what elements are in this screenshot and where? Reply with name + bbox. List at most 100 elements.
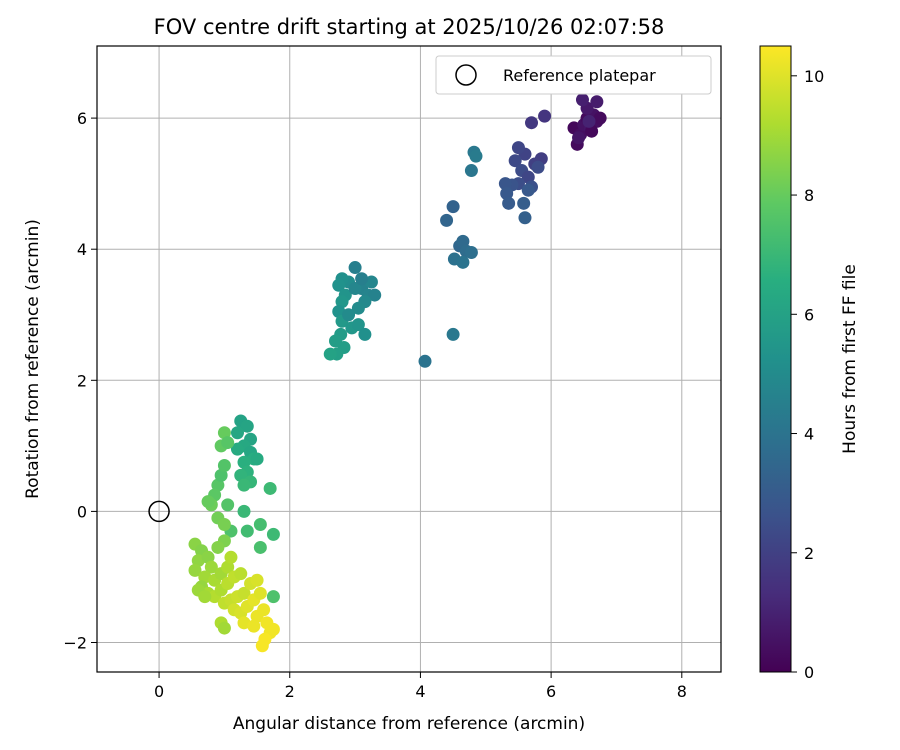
colorbar-tick-label: 10 — [804, 67, 824, 86]
data-point — [237, 616, 251, 630]
data-point — [364, 275, 378, 289]
y-axis-ticks: −2 0 2 4 6 — [63, 109, 97, 653]
data-point — [237, 478, 251, 492]
data-point — [348, 282, 362, 296]
x-tick-label: 0 — [154, 682, 164, 701]
colorbar-ticks: 0 2 4 6 8 10 — [791, 67, 824, 682]
colorbar-label: Hours from first FF file — [840, 264, 860, 454]
data-point — [585, 124, 599, 138]
data-point — [351, 318, 365, 332]
data-point — [240, 524, 254, 538]
chart-title: FOV centre drift starting at 2025/10/26 … — [154, 15, 665, 39]
y-tick-label: 2 — [77, 371, 87, 390]
data-point — [440, 213, 454, 227]
x-axis-label: Angular distance from reference (arcmin) — [233, 714, 585, 734]
data-point — [511, 141, 525, 155]
data-point — [531, 160, 545, 174]
data-point — [221, 560, 235, 574]
data-point — [502, 196, 516, 210]
data-point — [253, 518, 267, 532]
colorbar-gradient — [759, 45, 792, 673]
y-tick-label: −2 — [63, 634, 87, 653]
data-point — [517, 196, 531, 210]
data-point — [266, 590, 280, 604]
legend-marker-icon — [455, 64, 477, 86]
data-point — [257, 603, 271, 617]
x-tick-label: 8 — [677, 682, 687, 701]
data-point — [590, 95, 604, 109]
data-point — [230, 426, 244, 440]
data-point — [211, 478, 225, 492]
data-point — [253, 540, 267, 554]
data-point — [456, 234, 470, 248]
data-point — [204, 560, 218, 574]
y-tick-label: 6 — [77, 109, 87, 128]
data-point — [498, 177, 512, 191]
data-point — [469, 149, 483, 163]
data-point — [217, 426, 231, 440]
data-point — [368, 288, 382, 302]
data-point — [521, 170, 535, 184]
data-point — [191, 554, 205, 568]
data-point — [464, 164, 478, 178]
data-point — [355, 272, 369, 286]
data-point — [332, 304, 346, 318]
data-point — [221, 436, 235, 450]
data-point — [446, 200, 460, 214]
data-point — [456, 255, 470, 269]
colorbar-tick-label: 2 — [804, 544, 814, 563]
data-point — [335, 295, 349, 309]
data-point — [234, 567, 248, 581]
data-point — [250, 452, 264, 466]
data-point — [217, 459, 231, 473]
x-tick-label: 2 — [285, 682, 295, 701]
data-point — [188, 563, 202, 577]
data-point — [237, 455, 251, 469]
data-point — [250, 573, 264, 587]
x-tick-label: 4 — [415, 682, 425, 701]
data-point — [342, 308, 356, 322]
data-point — [500, 186, 514, 200]
grid — [97, 46, 721, 672]
legend-label: Reference platepar — [503, 66, 656, 85]
data-point — [263, 481, 277, 495]
data-point — [328, 334, 342, 348]
colorbar-tick-label: 0 — [804, 663, 814, 682]
data-point — [266, 527, 280, 541]
legend: Reference platepar — [435, 55, 712, 95]
data-point — [253, 586, 267, 600]
data-point — [198, 570, 212, 584]
data-point — [221, 498, 235, 512]
data-point — [230, 442, 244, 456]
data-point — [323, 347, 337, 361]
data-point — [572, 131, 586, 145]
data-point — [224, 550, 238, 564]
data-point — [358, 327, 372, 341]
plot-frame — [96, 45, 722, 673]
reference-platepar-marker — [148, 500, 170, 523]
y-axis-label: Rotation from reference (arcmin) — [23, 219, 43, 499]
data-point — [237, 504, 251, 518]
data-point — [237, 586, 251, 600]
data-point — [234, 468, 248, 482]
data-point — [217, 518, 231, 532]
data-point — [266, 622, 280, 636]
data-point — [214, 468, 228, 482]
data-point — [201, 495, 215, 509]
data-points — [188, 93, 607, 653]
data-point — [348, 261, 362, 275]
data-point — [255, 639, 269, 653]
colorbar-tick-label: 6 — [804, 305, 814, 324]
data-point — [198, 590, 212, 604]
y-tick-label: 4 — [77, 240, 87, 259]
data-point — [582, 114, 596, 128]
data-point — [351, 301, 365, 315]
data-point — [508, 154, 522, 168]
data-point — [247, 619, 261, 633]
colorbar-tick-label: 4 — [804, 425, 814, 444]
data-point — [240, 419, 254, 433]
data-point — [446, 327, 460, 341]
data-point — [575, 93, 589, 107]
data-point — [211, 540, 225, 554]
